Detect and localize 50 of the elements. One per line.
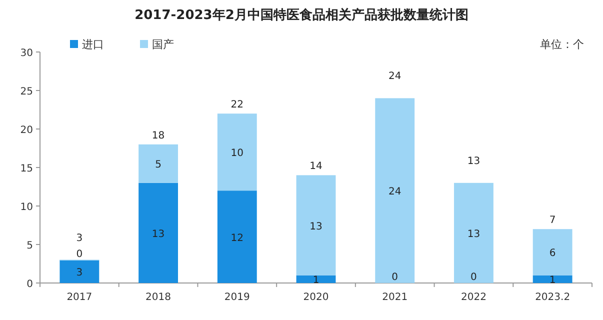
data-label: 0	[392, 272, 398, 283]
data-label: 12	[230, 232, 244, 244]
data-label: 13	[152, 228, 165, 240]
y-tick-label: 25	[20, 86, 33, 98]
data-label: 24	[388, 186, 402, 198]
chart-title: 2017-2023年2月中国特医食品相关产品获批数量统计图	[134, 7, 468, 23]
data-label: 5	[155, 160, 162, 171]
bar	[532, 275, 572, 283]
data-label: 6	[549, 248, 556, 260]
data-label: 10	[230, 148, 244, 160]
text: 单位：个	[540, 38, 584, 51]
total-label: 14	[310, 161, 322, 172]
total-label: 3	[76, 232, 83, 244]
data-label: 13	[310, 221, 322, 232]
y-tick-label: 0	[26, 279, 33, 290]
total-label: 22	[230, 100, 244, 111]
total-label: 24	[388, 71, 402, 82]
bar	[532, 229, 572, 276]
data-label: 0	[76, 248, 83, 260]
x-tick-label: 2018	[146, 292, 172, 303]
legend-label: 进口	[82, 38, 104, 51]
data-label: 1	[312, 275, 320, 286]
y-tick-label: 10	[20, 202, 33, 213]
bar	[60, 260, 100, 283]
data-label: 13	[467, 228, 480, 240]
bar	[217, 190, 257, 283]
bar	[217, 114, 257, 191]
total-label: 7	[549, 215, 556, 226]
bar	[296, 175, 336, 276]
total-label: 13	[467, 156, 480, 167]
y-tick-label: 15	[20, 164, 33, 174]
bar	[138, 182, 178, 283]
legend-label: 国产	[152, 38, 174, 51]
bar	[375, 98, 415, 283]
x-tick-label: 2020	[303, 292, 329, 303]
y-tick-label: 30	[20, 48, 33, 59]
bar	[454, 182, 494, 283]
data-label: 3	[76, 267, 83, 278]
x-tick-label: 2019	[224, 292, 250, 303]
data-label: 1	[549, 275, 556, 286]
data-label: 0	[470, 272, 477, 283]
x-tick-label: 2021	[382, 292, 408, 303]
bar	[138, 144, 178, 183]
bar	[296, 275, 336, 283]
y-tick-label: 20	[20, 125, 33, 136]
x-tick-label: 2023.2	[535, 292, 570, 303]
x-tick-label: 2022	[460, 292, 486, 303]
x-tick-label: 2017	[66, 292, 92, 303]
y-tick-label: 5	[26, 240, 33, 252]
total-label: 18	[152, 130, 165, 142]
